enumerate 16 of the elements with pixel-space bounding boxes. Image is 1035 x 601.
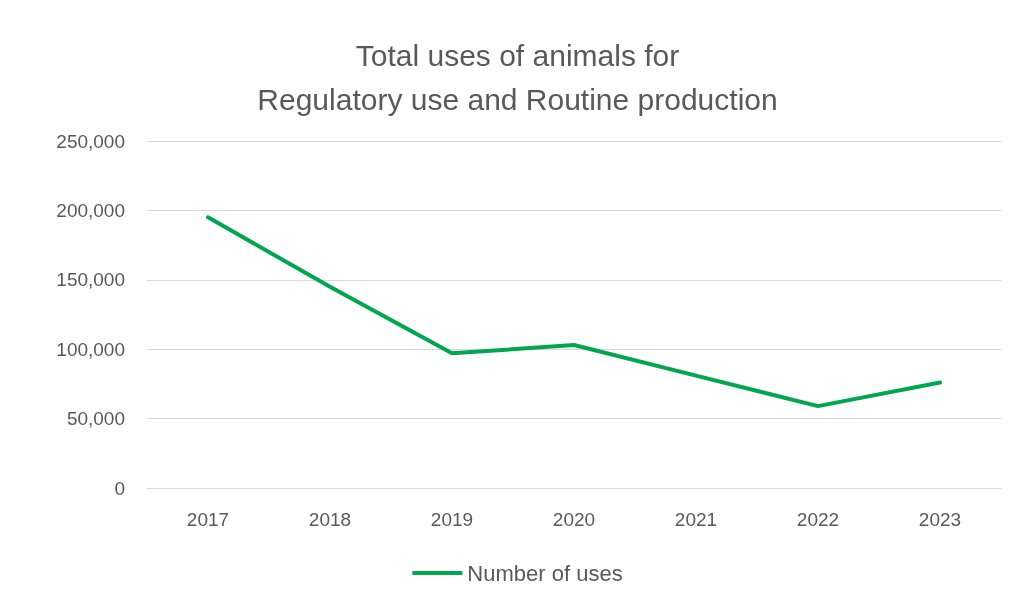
x-tick-label: 2017	[186, 509, 230, 530]
y-tick-label: 100,000	[56, 338, 125, 360]
x-tick-label: 2022	[796, 509, 840, 530]
legend-label: Number of uses	[467, 560, 623, 586]
line-series	[206, 215, 942, 409]
y-tick-label: 200,000	[56, 199, 125, 221]
x-tick-label: 2019	[430, 509, 474, 530]
y-tick-label: 0	[114, 477, 125, 499]
x-tick-label: 2021	[674, 509, 718, 530]
y-tick-label: 50,000	[66, 408, 125, 430]
y-tick-label: 250,000	[56, 130, 125, 152]
chart-title: Total uses of animals for Regulatory use and Routine production	[257, 38, 778, 116]
y-tick-label: 150,000	[56, 269, 125, 291]
x-tick-label: 2020	[552, 509, 596, 530]
x-tick-label: 2023	[918, 509, 962, 530]
x-tick-label: 2018	[308, 509, 352, 530]
